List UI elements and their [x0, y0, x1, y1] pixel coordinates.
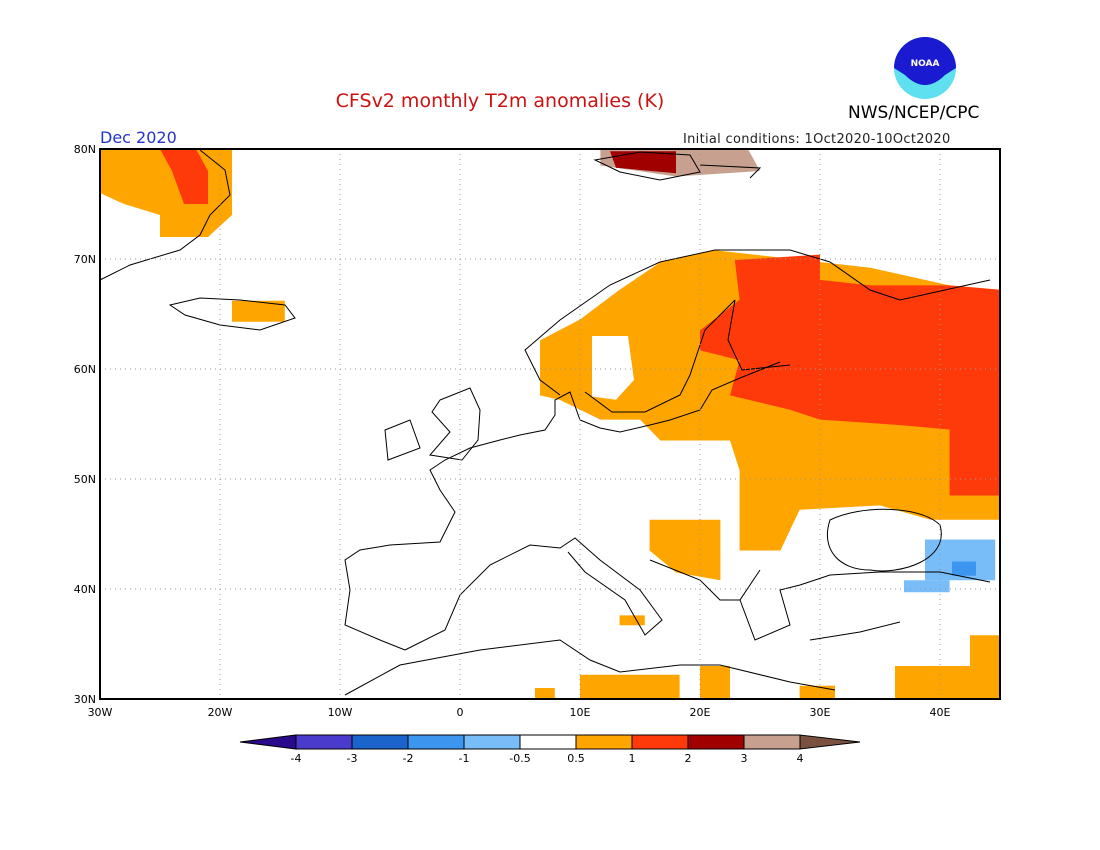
y-tick-label: 40N — [74, 583, 96, 596]
map-frame — [99, 148, 1001, 700]
x-tick-label: 30E — [810, 706, 831, 719]
y-tick-label: 30N — [74, 693, 96, 706]
anomaly-region — [970, 635, 1000, 699]
colorbar-box — [743, 734, 801, 750]
colorbar-box — [575, 734, 633, 750]
noaa-logo: NOAA — [894, 37, 956, 99]
anomaly-region — [952, 561, 976, 576]
colorbar-label: 3 — [741, 752, 748, 765]
anomaly-region — [160, 149, 208, 204]
anomaly-region — [580, 674, 680, 699]
colorbar-box — [407, 734, 465, 750]
coastline-black-sea — [826, 508, 942, 572]
anomaly-region — [610, 151, 676, 174]
colorbar: -4 -3 -2 -1 -0.5 0.5 1 2 3 4 — [239, 734, 861, 765]
colorbar-box — [463, 734, 521, 750]
x-tick-label: 20W — [208, 706, 233, 719]
x-tick-label: 40E — [930, 706, 951, 719]
coastline-ireland — [384, 419, 421, 461]
coastline-turkey — [799, 571, 991, 641]
colorbar-label: -2 — [403, 752, 414, 765]
organization-label: NWS/NCEP/CPC — [848, 103, 980, 123]
coastline-great-britain — [429, 387, 481, 461]
colorbar-box — [295, 734, 353, 750]
colorbar-label: -1 — [459, 752, 470, 765]
y-tick-label: 70N — [74, 253, 96, 266]
anomaly-region — [100, 149, 232, 237]
anomaly-region — [895, 666, 970, 699]
coastline-svalbard — [593, 151, 762, 181]
y-tick-label: 60N — [74, 363, 96, 376]
x-tick-label: 10E — [570, 706, 591, 719]
map-gridlines — [100, 149, 1000, 699]
colorbar-label: 1 — [629, 752, 636, 765]
anomaly-region — [592, 336, 634, 400]
anomaly-region — [700, 254, 1000, 496]
coastline-mediterranean — [404, 537, 801, 651]
anomaly-region — [799, 685, 835, 699]
colorbar-label: -0.5 — [509, 752, 530, 765]
colorbar-label: 0.5 — [567, 752, 585, 765]
anomaly-region — [535, 688, 555, 699]
x-tick-label: 30W — [88, 706, 113, 719]
anomaly-regions — [100, 149, 1000, 699]
colorbar-box — [687, 734, 745, 750]
coastline-scandinavia — [524, 249, 991, 413]
coastline-iceland — [168, 297, 296, 331]
anomaly-region — [232, 300, 285, 322]
colorbar-label: 4 — [797, 752, 804, 765]
colorbar-label: 2 — [685, 752, 692, 765]
colorbar-min-triangle — [239, 734, 297, 750]
anomaly-region — [904, 580, 950, 593]
y-tick-label: 80N — [74, 143, 96, 156]
anomaly-region — [619, 615, 645, 626]
coastlines — [99, 149, 991, 696]
initial-conditions: Initial conditions: 1Oct2020-10Oct2020 — [683, 132, 951, 147]
coastline-western-europe — [344, 361, 781, 651]
anomaly-region — [649, 519, 721, 581]
axis-ticks: 30W 20W 10W 0 10E 20E 30E 40E 80N 70N 60N 50N 40N 30N — [74, 143, 951, 719]
x-tick-label: 10W — [328, 706, 353, 719]
chart-title: CFSv2 monthly T2m anomalies (K) — [335, 90, 665, 112]
forecast-month: Dec 2020 — [100, 128, 177, 147]
colorbar-label: -3 — [347, 752, 358, 765]
colorbar-box — [519, 734, 577, 750]
anomaly-region — [700, 666, 730, 699]
x-tick-label: 0 — [457, 706, 464, 719]
colorbar-label: -4 — [291, 752, 302, 765]
y-tick-label: 50N — [74, 473, 96, 486]
colorbar-box — [631, 734, 689, 750]
coastline-north-africa — [344, 639, 836, 696]
x-tick-label: 20E — [690, 706, 711, 719]
colorbar-box — [351, 734, 409, 750]
coastline-greenland — [99, 149, 231, 281]
anomaly-region — [925, 539, 996, 581]
noaa-logo-text: NOAA — [911, 59, 940, 69]
colorbar-max-triangle — [799, 734, 861, 750]
